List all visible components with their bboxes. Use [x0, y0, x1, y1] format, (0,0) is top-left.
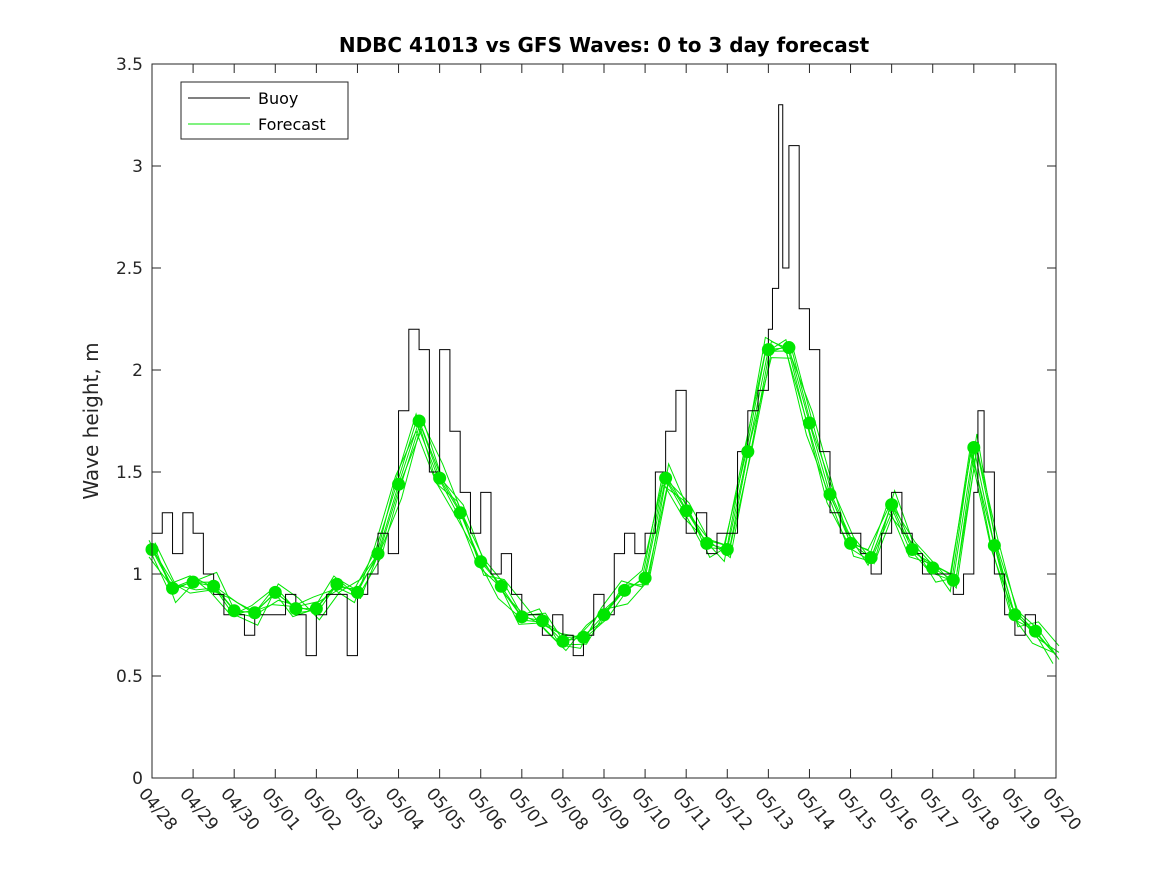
- forecast-point: [782, 341, 796, 355]
- x-tick-label: 05/07: [504, 784, 551, 834]
- forecast-point: [802, 416, 816, 430]
- forecast-point: [474, 555, 488, 569]
- x-tick-label: 04/28: [134, 784, 181, 834]
- x-tick-label: 05/17: [915, 784, 962, 834]
- forecast-point: [371, 547, 385, 561]
- forecast-point: [330, 577, 344, 591]
- x-tick-label: 05/06: [463, 784, 510, 834]
- forecast-point: [535, 614, 549, 628]
- forecast-point: [227, 604, 241, 618]
- x-tick-label: 05/12: [709, 784, 756, 834]
- x-tick-label: 05/10: [627, 784, 674, 834]
- x-tick-label: 05/13: [751, 784, 798, 834]
- x-tick-label: 05/11: [668, 784, 715, 834]
- forecast-point: [659, 471, 673, 485]
- x-tick-label: 05/20: [1038, 784, 1085, 834]
- x-tick-label: 04/29: [175, 784, 222, 834]
- forecast-point: [186, 575, 200, 589]
- y-tick-label: 1: [132, 565, 143, 585]
- legend-box: [180, 81, 349, 140]
- forecast-point: [268, 585, 282, 599]
- y-tick-label: 3: [132, 157, 143, 177]
- x-tick-label: 05/05: [422, 784, 469, 834]
- forecast-point: [720, 543, 734, 557]
- forecast-point: [392, 477, 406, 491]
- forecast-point: [453, 506, 467, 520]
- x-tick-label: 05/15: [833, 784, 880, 834]
- y-tick-label: 1.5: [116, 463, 143, 483]
- forecast-point: [207, 579, 221, 593]
- forecast-point: [638, 571, 652, 585]
- forecast-point: [289, 602, 303, 616]
- legend-label-buoy: Buoy: [258, 89, 298, 108]
- forecast-point: [905, 543, 919, 557]
- forecast-point: [1028, 624, 1042, 638]
- forecast-point: [885, 498, 899, 512]
- x-tick-label: 05/04: [381, 784, 428, 834]
- forecast-point: [433, 471, 447, 485]
- forecast-point: [761, 343, 775, 357]
- x-tick-label: 05/16: [874, 784, 921, 834]
- x-tick-label: 05/02: [299, 784, 346, 834]
- forecast-point: [864, 551, 878, 565]
- legend-label-forecast: Forecast: [258, 115, 326, 134]
- forecast-point: [679, 504, 693, 518]
- forecast-point: [741, 445, 755, 459]
- forecast-point: [967, 441, 981, 455]
- y-tick-label: 0: [132, 769, 143, 789]
- x-tick-label: 05/19: [997, 784, 1044, 834]
- x-tick-label: 05/18: [956, 784, 1003, 834]
- forecast-line: [148, 338, 1054, 664]
- forecast-line: [154, 357, 1060, 652]
- chart-title: NDBC 41013 vs GFS Waves: 0 to 3 day fore…: [339, 33, 870, 57]
- legend: Buoy Forecast: [180, 81, 349, 140]
- forecast-point: [248, 606, 262, 620]
- forecast-point: [618, 583, 632, 597]
- forecast-point: [700, 536, 714, 550]
- y-axis: 0 0.5 1 1.5 2 2.5 3 3.5: [116, 55, 1056, 789]
- y-tick-label: 2.5: [116, 259, 143, 279]
- forecast-point: [412, 414, 426, 428]
- x-tick-label: 05/14: [792, 784, 839, 834]
- x-tick-label: 05/09: [586, 784, 633, 834]
- forecast-point: [823, 487, 837, 501]
- forecast-point: [844, 536, 858, 550]
- forecast-point: [350, 585, 364, 599]
- forecast-point: [166, 581, 180, 595]
- plot-area: [152, 64, 1056, 778]
- forecast-point: [576, 630, 590, 644]
- forecast-point: [1008, 608, 1022, 622]
- forecast-point: [556, 634, 570, 648]
- forecast-point: [597, 608, 611, 622]
- forecast-point: [309, 602, 323, 616]
- forecast-point: [987, 538, 1001, 552]
- x-tick-label: 05/08: [545, 784, 592, 834]
- forecast-point: [494, 579, 508, 593]
- y-tick-label: 3.5: [116, 55, 143, 75]
- x-tick-label: 05/01: [257, 784, 304, 834]
- y-axis-label: Wave height, m: [79, 342, 103, 499]
- forecast-point: [515, 610, 529, 624]
- forecast-point: [926, 561, 940, 575]
- y-tick-label: 2: [132, 361, 143, 381]
- forecast-markers: [145, 341, 1042, 648]
- forecast-point: [946, 573, 960, 587]
- x-tick-label: 04/30: [216, 784, 263, 834]
- x-tick-label: 05/03: [340, 784, 387, 834]
- y-tick-label: 0.5: [116, 667, 143, 687]
